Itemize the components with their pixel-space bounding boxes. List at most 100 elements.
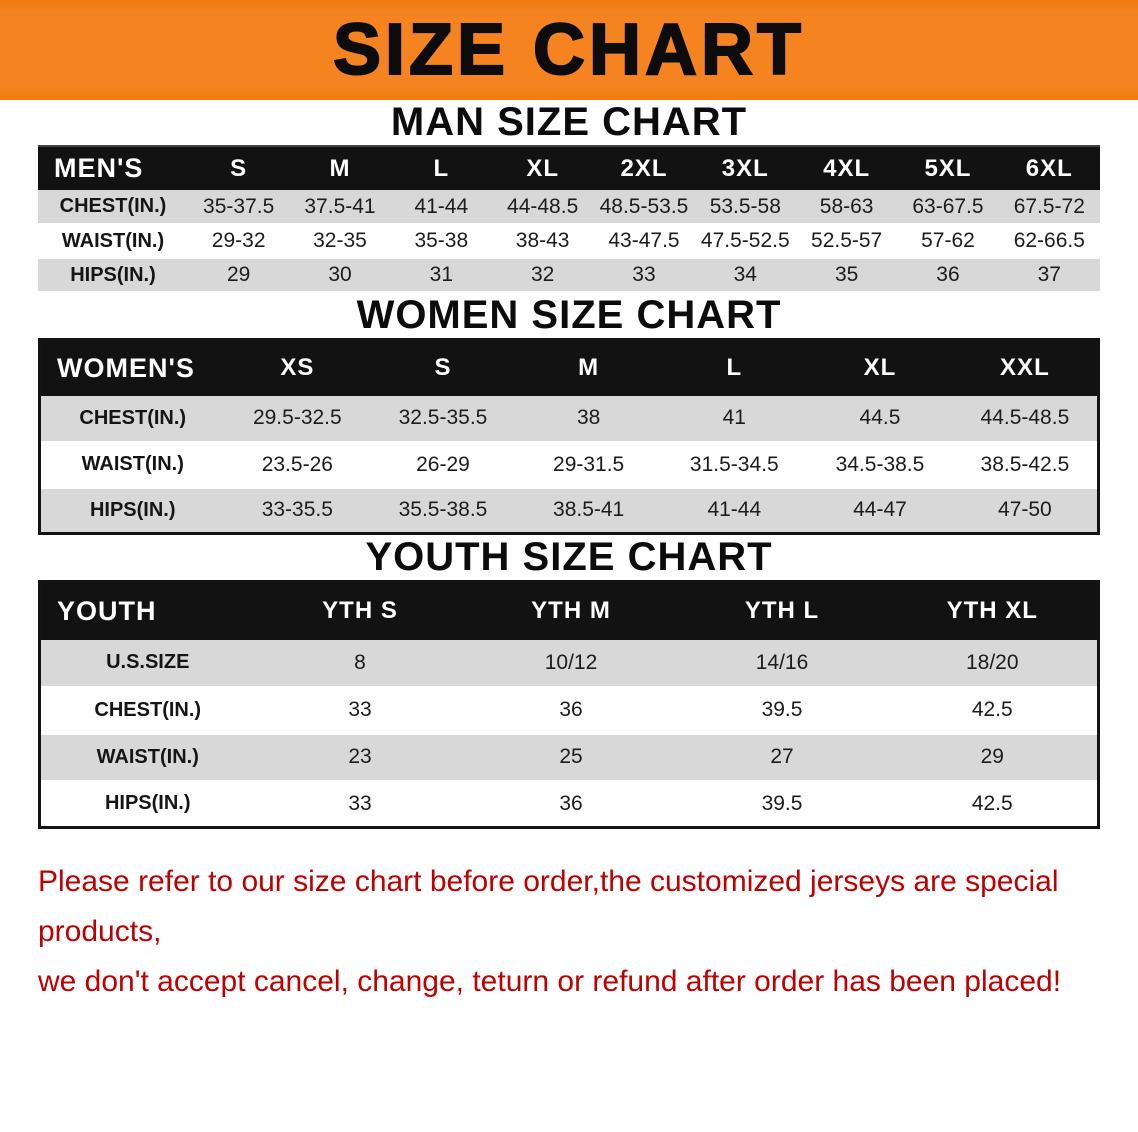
- size-column-header: 5XL: [897, 146, 999, 190]
- size-value: 41-44: [661, 487, 808, 535]
- size-value: 38: [515, 395, 662, 443]
- table-row: HIPS(IN.) 33-35.5 35.5-38.5 38.5-41 41-44 44-…: [39, 487, 1099, 535]
- size-column-header: L: [661, 339, 808, 396]
- size-value: 41-44: [390, 190, 492, 225]
- measurement-label: WAIST(IN.): [39, 733, 255, 782]
- size-value: 43-47.5: [593, 224, 695, 259]
- size-value: 36: [465, 686, 677, 735]
- size-value: 44-47: [807, 487, 953, 535]
- size-value: 18/20: [887, 639, 1099, 688]
- women-section-heading: WOMEN SIZE CHART: [356, 293, 782, 337]
- size-value: 44.5: [807, 395, 953, 443]
- size-value: 67.5-72: [998, 190, 1100, 225]
- size-value: 30: [289, 258, 391, 293]
- measurement-label: CHEST(IN.): [38, 190, 188, 225]
- size-value: 14/16: [676, 639, 888, 688]
- size-value: 33: [254, 686, 466, 735]
- size-value: 42.5: [887, 686, 1099, 735]
- size-value: 34.5-38.5: [807, 441, 953, 489]
- size-value: 58-63: [795, 190, 898, 225]
- measurement-label: CHEST(IN.): [39, 686, 255, 735]
- header-row: MEN'S S M L XL 2XL 3XL 4XL 5XL 6XL: [38, 146, 1100, 190]
- size-value: 63-67.5: [897, 190, 999, 225]
- measurement-label: WAIST(IN.): [38, 224, 188, 259]
- size-value: 29.5-32.5: [224, 395, 371, 443]
- size-value: 32: [491, 258, 594, 293]
- size-value: 36: [897, 258, 999, 293]
- size-column-header: M: [515, 339, 662, 396]
- youth-section-heading: YOUTH SIZE CHART: [365, 535, 773, 579]
- size-column-header: 2XL: [593, 146, 695, 190]
- header-row: YOUTH YTH S YTH M YTH L YTH XL: [39, 581, 1099, 640]
- table-row: CHEST(IN.) 33 36 39.5 42.5: [39, 686, 1099, 735]
- size-value: 33-35.5: [224, 487, 371, 535]
- size-value: 53.5-58: [694, 190, 796, 225]
- size-value: 31.5-34.5: [661, 441, 808, 489]
- measurement-label: HIPS(IN.): [38, 258, 188, 293]
- measurement-label: HIPS(IN.): [39, 780, 255, 829]
- disclaimer-line-1: Please refer to our size chart before or…: [38, 865, 1059, 948]
- size-value: 37.5-41: [289, 190, 391, 225]
- table-row: WAIST(IN.) 23 25 27 29: [39, 733, 1099, 782]
- men-size-section: MAN SIZE CHART MEN'S S M L XL 2XL 3XL 4XL 5XL 6XL…: [0, 100, 1138, 293]
- order-disclaimer: Please refer to our size chart before or…: [0, 857, 1138, 1007]
- size-value: 37: [998, 258, 1100, 293]
- size-column-header: XS: [224, 339, 371, 396]
- size-value: 26-29: [370, 441, 516, 489]
- size-value: 29: [887, 733, 1099, 782]
- table-row: HIPS(IN.) 33 36 39.5 42.5: [39, 780, 1099, 829]
- men-section-heading: MAN SIZE CHART: [390, 100, 748, 144]
- table-row: HIPS(IN.) 29 30 31 32 33 34 35 36 37: [38, 258, 1100, 293]
- men-size-table: MEN'S S M L XL 2XL 3XL 4XL 5XL 6XL CHEST(IN.) 35-37…: [38, 145, 1100, 293]
- size-value: 35: [795, 258, 898, 293]
- size-value: 39.5: [676, 686, 888, 735]
- header-row: WOMEN'S XS S M L XL XXL: [39, 339, 1099, 396]
- size-value: 23.5-26: [224, 441, 371, 489]
- size-value: 47-50: [952, 487, 1099, 535]
- size-value: 29: [188, 258, 290, 293]
- table-corner-label: MEN'S: [38, 146, 188, 190]
- size-value: 57-62: [897, 224, 999, 259]
- size-value: 39.5: [676, 780, 888, 829]
- size-value: 52.5-57: [795, 224, 898, 259]
- size-value: 38.5-41: [515, 487, 662, 535]
- table-row: CHEST(IN.) 35-37.5 37.5-41 41-44 44-48.5 48.5…: [38, 190, 1100, 225]
- measurement-label: CHEST(IN.): [39, 395, 225, 443]
- measurement-label: U.S.SIZE: [39, 639, 255, 688]
- size-value: 10/12: [465, 639, 677, 688]
- size-value: 29-32: [188, 224, 290, 259]
- size-value: 29-31.5: [515, 441, 662, 489]
- size-value: 35.5-38.5: [370, 487, 516, 535]
- women-size-section: WOMEN SIZE CHART WOMEN'S XS S M L XL XXL CHEST(…: [0, 293, 1138, 535]
- youth-size-section: YOUTH SIZE CHART YOUTH YTH S YTH M YTH L YTH…: [0, 535, 1138, 829]
- youth-size-table: YOUTH YTH S YTH M YTH L YTH XL U.S.SIZE 8 10/12…: [38, 580, 1100, 829]
- size-column-header: 4XL: [795, 146, 898, 190]
- size-value: 34: [694, 258, 796, 293]
- women-size-table: WOMEN'S XS S M L XL XXL CHEST(IN.) 29.5-32.5 32.5…: [38, 338, 1100, 535]
- size-value: 38-43: [491, 224, 594, 259]
- size-value: 33: [254, 780, 466, 829]
- size-column-header: YTH M: [465, 581, 677, 640]
- size-column-header: 3XL: [694, 146, 796, 190]
- size-value: 8: [254, 639, 466, 688]
- size-value: 62-66.5: [998, 224, 1100, 259]
- size-value: 35-37.5: [188, 190, 290, 225]
- size-column-header: XXL: [952, 339, 1099, 396]
- size-value: 31: [390, 258, 492, 293]
- size-column-header: XL: [491, 146, 594, 190]
- size-column-header: L: [390, 146, 492, 190]
- size-value: 38.5-42.5: [952, 441, 1099, 489]
- size-value: 35-38: [390, 224, 492, 259]
- size-column-header: YTH S: [254, 581, 466, 640]
- measurement-label: HIPS(IN.): [39, 487, 225, 535]
- size-column-header: S: [188, 146, 290, 190]
- size-column-header: YTH L: [676, 581, 888, 640]
- size-column-header: 6XL: [998, 146, 1100, 190]
- size-value: 25: [465, 733, 677, 782]
- size-value: 44.5-48.5: [952, 395, 1099, 443]
- size-value: 44-48.5: [491, 190, 594, 225]
- size-value: 41: [661, 395, 808, 443]
- size-value: 36: [465, 780, 677, 829]
- measurement-label: WAIST(IN.): [39, 441, 225, 489]
- size-value: 27: [676, 733, 888, 782]
